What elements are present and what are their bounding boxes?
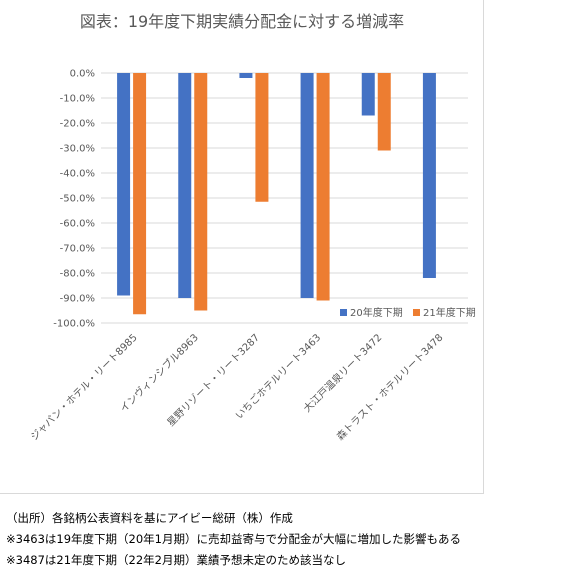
bar-series1 bbox=[178, 73, 192, 298]
footnote-3487: ※3487は21年度下期（22年2月期）業績予想未定のため該当なし bbox=[6, 553, 346, 567]
category-label: ジャパン・ホテル・リート8985 bbox=[28, 332, 139, 443]
y-tick-label: 0.0% bbox=[70, 69, 95, 80]
y-tick-label: -60.0% bbox=[60, 219, 95, 230]
bar-series2 bbox=[255, 73, 269, 202]
y-tick-label: -80.0% bbox=[60, 269, 95, 280]
chart-title: 図表：19年度下期実績分配金に対する増減率 bbox=[80, 12, 404, 31]
y-tick-label: -30.0% bbox=[60, 144, 95, 155]
bar-series2 bbox=[133, 73, 147, 315]
bar-series1 bbox=[361, 73, 375, 116]
bar-chart: 図表：19年度下期実績分配金に対する増減率 0.0% -10.0% -20.0% -30… bbox=[28, 12, 476, 443]
y-tick-label: -10.0% bbox=[60, 94, 95, 105]
bar-series1 bbox=[117, 73, 131, 296]
y-tick-label: -40.0% bbox=[60, 169, 95, 180]
chart-frame bbox=[0, 0, 484, 494]
legend-swatch bbox=[340, 309, 347, 316]
y-tick-label: -100.0% bbox=[53, 319, 95, 330]
y-tick-label: -70.0% bbox=[60, 244, 95, 255]
bar-series1 bbox=[239, 73, 253, 78]
y-tick-label: -20.0% bbox=[60, 119, 95, 130]
source-note: （出所）各銘柄公表資料を基にアイビー総研（株）作成 bbox=[6, 511, 293, 525]
footnote-3463: ※3463は19年度下期（20年1月期）に売却益寄与で分配金が大幅に増加した影響… bbox=[6, 532, 461, 546]
legend-label: 21年度下期 bbox=[423, 306, 476, 319]
legend-label: 20年度下期 bbox=[350, 306, 403, 319]
y-tick-label: -90.0% bbox=[60, 294, 95, 305]
bar-series2 bbox=[316, 73, 330, 301]
category-label: 森トラスト・ホテルリート3478 bbox=[334, 331, 446, 443]
y-tick-label: -50.0% bbox=[60, 194, 95, 205]
bar-series2 bbox=[377, 73, 391, 151]
bar-series1 bbox=[422, 73, 436, 278]
bar-series1 bbox=[300, 73, 314, 298]
bar-series2 bbox=[194, 73, 208, 311]
footnotes: （出所）各銘柄公表資料を基にアイビー総研（株）作成 ※3463は19年度下期（2… bbox=[6, 508, 574, 571]
legend-swatch bbox=[413, 309, 420, 316]
